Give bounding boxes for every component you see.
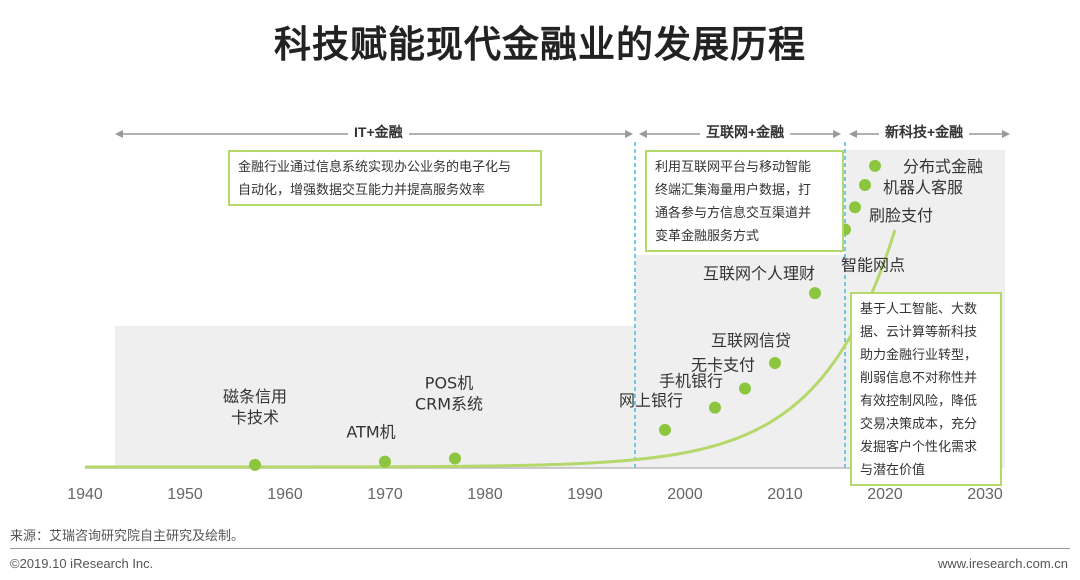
- milestone-point: [859, 178, 871, 191]
- footer-divider: [10, 548, 1070, 549]
- milestone-label: 机器人客服: [883, 178, 963, 197]
- callout-newtech: 基于人工智能、大数 据、云计算等新科技 助力金融行业转型， 削弱信息不对称性并 …: [850, 292, 1002, 486]
- callout-newtech-line: 基于人工智能、大数: [860, 301, 978, 316]
- callout-internet-line: 通各参与方信息交互渠道并: [655, 205, 812, 220]
- x-tick-label: 1950: [167, 486, 203, 503]
- milestone-label: 卡技术: [231, 408, 279, 427]
- x-tick-label: 2020: [867, 486, 903, 503]
- era-arrow-head-0: [625, 130, 633, 138]
- callout-internet: 利用互联网平台与移动智能 终端汇集海量用户数据，打 通各参与方信息交互渠道并 变…: [645, 150, 844, 252]
- era-arrow-head-2: [849, 130, 857, 138]
- era-label-internet: 互联网+金融: [700, 122, 791, 142]
- era-label-it: IT+金融: [348, 122, 409, 142]
- milestone-label: CRM系统: [415, 394, 483, 413]
- x-tick-label: 1940: [67, 486, 103, 503]
- era-arrow-head-1: [833, 130, 841, 138]
- milestone-point: [809, 287, 821, 300]
- callout-internet-line: 变革金融服务方式: [655, 228, 760, 243]
- milestone-label: 磁条信用: [223, 387, 287, 406]
- milestone-point: [739, 382, 751, 395]
- callout-it-line: 金融行业通过信息系统实现办公业务的电子化与: [238, 159, 512, 174]
- era-arrow-head-2: [1002, 130, 1010, 138]
- source-note: 来源：艾瑞咨询研究院自主研究及绘制。: [10, 528, 245, 543]
- era-arrow-head-1: [639, 130, 647, 138]
- growth-curve: [84, 229, 897, 469]
- milestone-label: 无卡支付: [691, 356, 755, 375]
- callout-newtech-line: 助力金融行业转型，: [860, 347, 978, 362]
- milestone-point: [249, 458, 261, 471]
- page-title: 科技赋能现代金融业的发展历程: [274, 23, 806, 66]
- milestone-point: [769, 357, 781, 370]
- milestone-label: 网上银行: [619, 391, 683, 410]
- callout-internet-line: 终端汇集海量用户数据，打: [655, 182, 812, 197]
- x-tick-label: 2010: [767, 486, 803, 503]
- milestone-label: 互联网个人理财: [703, 264, 815, 283]
- footer-website: www.iresearch.com.cn: [937, 556, 1068, 571]
- x-tick-label: 1970: [367, 486, 403, 503]
- x-tick-label: 1960: [267, 486, 303, 503]
- milestone-point: [659, 423, 671, 436]
- footer-copyright: ©2019.10 iResearch Inc.: [10, 556, 154, 571]
- milestone-label: 分布式金融: [903, 157, 983, 176]
- milestone-point: [869, 159, 881, 172]
- callout-newtech-line: 削弱信息不对称性并: [860, 370, 978, 385]
- callout-newtech-line: 有效控制风险，降低: [860, 393, 978, 408]
- callout-newtech-line: 据、云计算等新科技: [860, 324, 978, 339]
- era-shade-it: [115, 326, 635, 468]
- milestone-point: [849, 201, 861, 214]
- milestone-point: [709, 401, 721, 414]
- x-tick-label: 1990: [567, 486, 603, 503]
- callout-internet-line: 利用互联网平台与移动智能: [655, 159, 812, 174]
- callout-it: 金融行业通过信息系统实现办公业务的电子化与 自动化，增强数据交互能力并提高服务效…: [228, 150, 542, 206]
- milestone-label: 刷脸支付: [869, 206, 933, 225]
- milestone-point: [449, 452, 461, 465]
- callout-newtech-line: 交易决策成本，充分: [860, 416, 978, 431]
- milestone-point: [379, 455, 391, 468]
- milestone-label: 互联网信贷: [711, 331, 791, 350]
- milestone-label: POS机: [425, 373, 473, 392]
- era-label-newtech: 新科技+金融: [879, 122, 970, 142]
- milestone-label: 智能网点: [841, 256, 905, 275]
- x-tick-label: 1980: [467, 486, 503, 503]
- x-tick-label: 2000: [667, 486, 703, 503]
- x-tick-label: 2030: [967, 486, 1003, 503]
- milestone-label: 手机银行: [659, 372, 723, 391]
- era-arrow-head-0: [115, 130, 123, 138]
- milestone-label: ATM机: [346, 423, 395, 442]
- callout-newtech-line: 与潜在价值: [860, 462, 926, 477]
- callout-newtech-line: 发掘客户个性化需求: [860, 439, 978, 454]
- callout-it-line: 自动化，增强数据交互能力并提高服务效率: [238, 182, 486, 197]
